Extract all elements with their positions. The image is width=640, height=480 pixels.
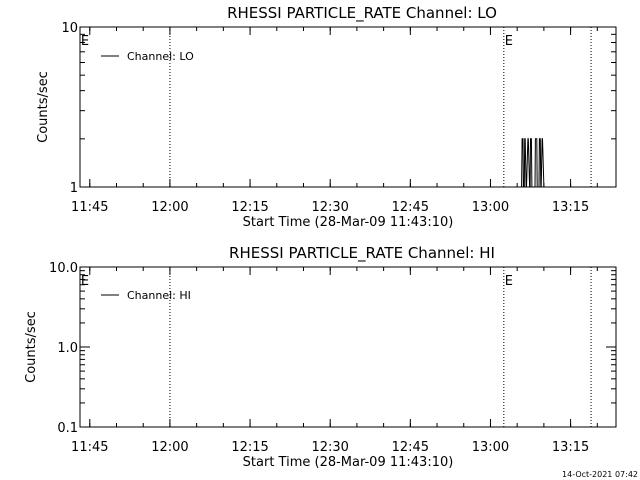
hi-channel-panel: RHESSI PARTICLE_RATE Channel: HI Start Ti… bbox=[24, 244, 617, 470]
legend-label: Channel: HI bbox=[127, 289, 191, 302]
chart-title: RHESSI PARTICLE_RATE Channel: LO bbox=[227, 4, 497, 23]
series-line bbox=[521, 138, 545, 188]
y-tick-label: 1 bbox=[70, 181, 78, 196]
x-tick-label: 13:15 bbox=[552, 200, 589, 215]
event-marker: E bbox=[81, 34, 89, 49]
event-marker: E bbox=[505, 274, 513, 289]
x-tick-label: 12:15 bbox=[231, 200, 268, 215]
x-tick-label: 12:00 bbox=[151, 440, 188, 455]
x-axis-label: Start Time (28-Mar-09 11:43:10) bbox=[243, 215, 454, 230]
x-tick-label: 13:15 bbox=[552, 440, 589, 455]
x-tick-label: 12:30 bbox=[311, 440, 348, 455]
lo-channel-panel: RHESSI PARTICLE_RATE Channel: LO Start Ti… bbox=[36, 4, 617, 230]
y-tick-label: 1.0 bbox=[57, 341, 78, 356]
x-tick-label: 13:00 bbox=[472, 440, 509, 455]
y-axis-label: Counts/sec bbox=[36, 71, 51, 143]
timestamp: 14-Oct-2021 07:42 bbox=[562, 470, 638, 479]
y-tick-label: 10.0 bbox=[49, 261, 78, 276]
plot-frame bbox=[79, 26, 617, 188]
x-tick-label: 12:00 bbox=[151, 200, 188, 215]
legend-label: Channel: LO bbox=[127, 50, 194, 63]
x-axis-label: Start Time (28-Mar-09 11:43:10) bbox=[243, 455, 454, 470]
y-tick-label: 10 bbox=[61, 21, 78, 36]
x-tick-label: 11:45 bbox=[71, 440, 108, 455]
x-tick-label: 12:15 bbox=[231, 440, 268, 455]
event-marker: E bbox=[81, 274, 89, 289]
x-tick-label: 13:00 bbox=[472, 200, 509, 215]
event-marker: E bbox=[505, 34, 513, 49]
x-tick-label: 12:45 bbox=[392, 200, 429, 215]
x-tick-label: 11:45 bbox=[71, 200, 108, 215]
y-tick-label: 0.1 bbox=[57, 421, 78, 436]
x-tick-label: 12:30 bbox=[311, 200, 348, 215]
chart-title: RHESSI PARTICLE_RATE Channel: HI bbox=[229, 244, 495, 263]
x-tick-label: 12:45 bbox=[392, 440, 429, 455]
y-axis-label: Counts/sec bbox=[24, 311, 39, 383]
